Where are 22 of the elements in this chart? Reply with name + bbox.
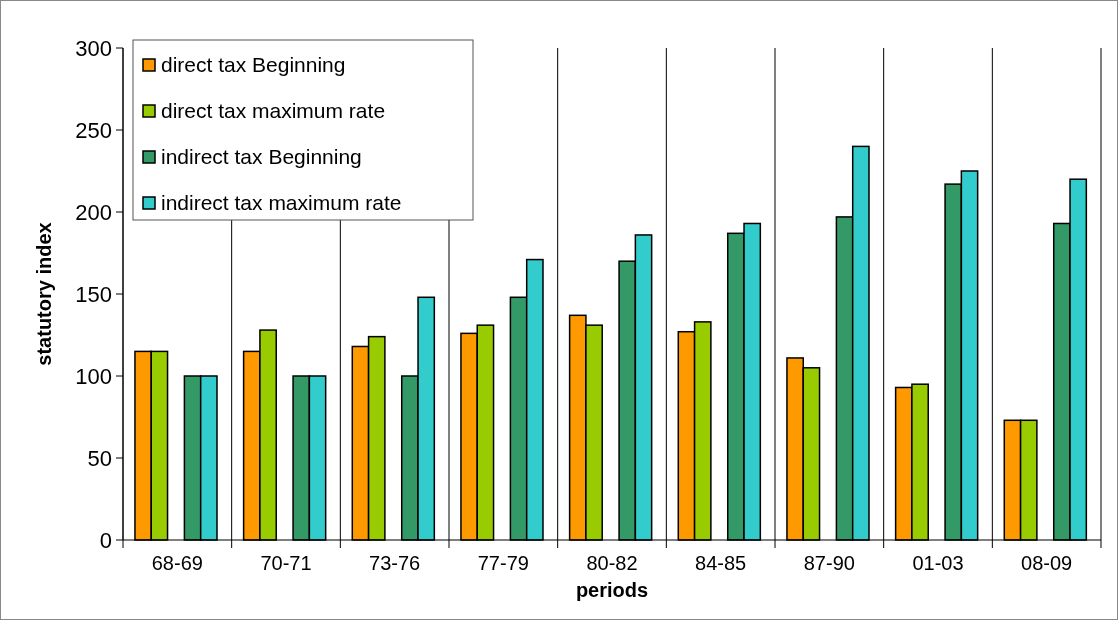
y-tick-label: 200 <box>75 199 112 225</box>
x-axis-title: periods <box>575 579 649 601</box>
x-tick-label: 80-82 <box>586 552 638 574</box>
x-tick-label: 77-79 <box>477 552 529 574</box>
y-tick-label: 50 <box>87 445 112 471</box>
legend-label: direct tax maximum rate <box>161 99 386 123</box>
y-tick-label: 300 <box>75 35 112 61</box>
legend-label: indirect tax maximum rate <box>161 191 402 215</box>
y-tick-label: 0 <box>99 527 112 553</box>
y-tick-label: 100 <box>75 363 112 389</box>
y-axis-title: statutory index <box>33 222 55 366</box>
x-tick-label: 73-76 <box>369 552 421 574</box>
x-tick-label: 87-90 <box>803 552 855 574</box>
x-tick-label: 68-69 <box>151 552 203 574</box>
x-tick-label: 08-09 <box>1021 552 1073 574</box>
y-tick-label: 150 <box>75 281 112 307</box>
x-tick-label: 84-85 <box>695 552 747 574</box>
x-tick-label: 70-71 <box>260 552 312 574</box>
x-tick-label: 01-03 <box>912 552 964 574</box>
legend-label: direct tax Beginning <box>161 53 346 77</box>
legend-label: indirect tax Beginning <box>161 145 362 169</box>
y-tick-label: 250 <box>75 117 112 143</box>
